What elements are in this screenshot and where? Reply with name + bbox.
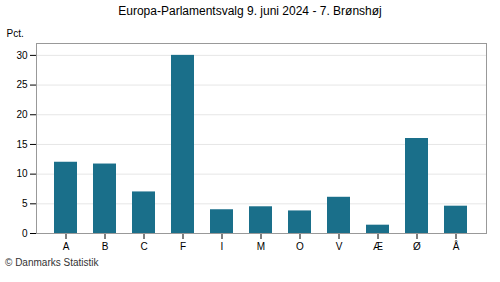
svg-text:5: 5	[22, 198, 28, 209]
html-text:© Danmarks Statistik: © Danmarks Statistik	[5, 257, 99, 268]
svg-text:I: I	[221, 241, 224, 252]
svg-text:20: 20	[16, 109, 28, 120]
html-text:Europa-Parlamentsvalg 9. juni: Europa-Parlamentsvalg 9. juni 2024 - 7. …	[118, 4, 382, 18]
svg-text:C: C	[140, 241, 147, 252]
svg-text:30: 30	[16, 50, 28, 61]
svg-text:Å: Å	[453, 240, 460, 252]
svg-text:F: F	[180, 241, 186, 252]
svg-text:25: 25	[16, 79, 28, 90]
svg-text:O: O	[296, 241, 304, 252]
svg-text:15: 15	[16, 139, 28, 150]
svg-text:10: 10	[16, 168, 28, 179]
svg-text:M: M	[257, 241, 265, 252]
svg-text:V: V	[336, 241, 343, 252]
svg-text:0: 0	[22, 228, 28, 239]
svg-text:Æ: Æ	[373, 241, 383, 252]
svg-text:A: A	[63, 241, 70, 252]
svg-text:B: B	[102, 241, 109, 252]
svg-text:Pct.: Pct.	[7, 28, 24, 39]
svg-text:Ø: Ø	[413, 241, 421, 252]
